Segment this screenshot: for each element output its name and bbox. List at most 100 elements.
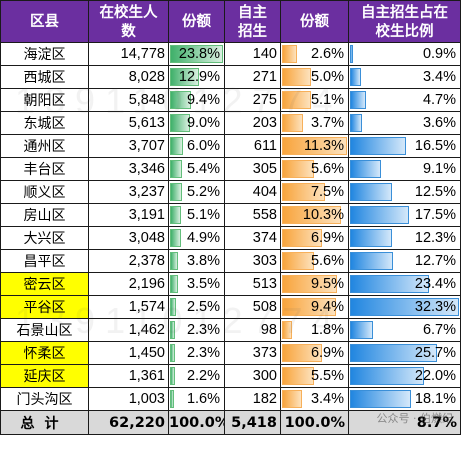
share-cell: 5.4%: [168, 157, 225, 181]
share-cell: 5.1%: [168, 203, 225, 227]
district-cell: 东城区: [0, 111, 89, 135]
self-share-cell: 3.7%: [280, 111, 349, 135]
ratio-cell: 25.7%: [348, 341, 461, 365]
ratio-cell-value: 3.4%: [422, 69, 456, 85]
students-cell: 3,237: [88, 180, 169, 204]
ratio-cell: 32.3%: [348, 295, 461, 319]
self-share-cell-bar: [282, 229, 322, 247]
share-cell: 6.0%: [168, 134, 225, 158]
students-cell: 3,707: [88, 134, 169, 158]
share-cell-bar: [170, 252, 179, 270]
self-share-cell-bar: [282, 114, 304, 132]
students-cell: 2,196: [88, 272, 169, 296]
self-enroll-cell: 404: [224, 180, 281, 204]
district-cell: 通州区: [0, 134, 89, 158]
self-share-cell-value: 5.6%: [310, 253, 344, 269]
self-share-cell: 7.5%: [280, 180, 349, 204]
self-share-cell-value: 9.4%: [310, 299, 344, 315]
table-row: 大兴区 3,048 4.9% 374 6.9% 12.3%: [0, 226, 461, 250]
share-cell-bar: [170, 114, 191, 132]
self-share-cell-value: 5.0%: [310, 69, 344, 85]
students-cell: 2,378: [88, 249, 169, 273]
ratio-cell-value: 32.3%: [414, 299, 456, 315]
share-cell: 12.9%: [168, 65, 225, 89]
district-cell: 石景山区: [0, 318, 89, 342]
share-cell-bar: [170, 206, 182, 224]
total-ratio: 8.7%: [348, 410, 461, 435]
self-share-cell-value: 3.4%: [310, 391, 344, 407]
self-enroll-cell: 140: [224, 42, 281, 66]
ratio-cell: 23.4%: [348, 272, 461, 296]
ratio-cell-value: 12.7%: [414, 253, 456, 269]
ratio-cell: 3.4%: [348, 65, 461, 89]
share-cell-value: 2.2%: [186, 368, 220, 384]
share-cell-value: 3.5%: [186, 276, 220, 292]
table-row: 丰台区 3,346 5.4% 305 5.6% 9.1%: [0, 157, 461, 181]
header-self-share: 份额: [280, 0, 349, 43]
ratio-cell-value: 0.9%: [422, 46, 456, 62]
share-cell-bar: [170, 344, 176, 362]
self-enroll-cell: 271: [224, 65, 281, 89]
self-share-cell: 1.8%: [280, 318, 349, 342]
header-share: 份额: [168, 0, 225, 43]
share-cell-value: 2.3%: [186, 322, 220, 338]
ratio-cell: 9.1%: [348, 157, 461, 181]
share-cell-bar: [170, 298, 176, 316]
self-share-cell-bar: [282, 45, 297, 63]
total-self-share: 100.0%: [280, 410, 349, 435]
self-share-cell-bar: [282, 321, 293, 339]
share-cell-value: 5.2%: [186, 184, 220, 200]
ratio-cell-bar: [350, 321, 373, 339]
total-self-enroll: 5,418: [224, 410, 281, 435]
ratio-cell: 16.5%: [348, 134, 461, 158]
self-enroll-cell: 513: [224, 272, 281, 296]
self-share-cell-value: 5.6%: [310, 161, 344, 177]
ratio-cell-bar: [350, 229, 392, 247]
total-share: 100.0%: [168, 410, 225, 435]
district-cell: 昌平区: [0, 249, 89, 273]
self-share-cell: 5.6%: [280, 249, 349, 273]
ratio-cell-value: 3.6%: [422, 115, 456, 131]
ratio-cell-bar: [350, 183, 393, 201]
share-cell-bar: [170, 91, 191, 109]
self-share-cell: 3.4%: [280, 387, 349, 411]
share-cell-bar: [170, 45, 223, 63]
students-cell: 3,191: [88, 203, 169, 227]
students-cell: 5,613: [88, 111, 169, 135]
self-enroll-cell: 300: [224, 364, 281, 388]
ratio-cell-value: 23.4%: [414, 276, 456, 292]
self-share-cell-bar: [282, 298, 337, 316]
ratio-cell-value: 25.7%: [414, 345, 456, 361]
share-cell-bar: [170, 390, 174, 408]
students-cell: 1,361: [88, 364, 169, 388]
total-row: 总计 62,220 100.0% 5,418 100.0% 8.7%: [0, 410, 461, 435]
ratio-cell-value: 6.7%: [422, 322, 456, 338]
self-share-cell: 5.6%: [280, 157, 349, 181]
self-enroll-cell: 611: [224, 134, 281, 158]
self-share-cell-bar: [282, 68, 311, 86]
self-share-cell-value: 10.3%: [302, 207, 344, 223]
self-share-cell: 9.4%: [280, 295, 349, 319]
self-enroll-cell: 203: [224, 111, 281, 135]
share-cell-bar: [170, 68, 199, 86]
share-cell-bar: [170, 160, 183, 178]
table-row: 东城区 5,613 9.0% 203 3.7% 3.6%: [0, 111, 461, 135]
table-row: 海淀区 14,778 23.8% 140 2.6% 0.9%: [0, 42, 461, 66]
ratio-cell: 18.1%: [348, 387, 461, 411]
self-enroll-cell: 374: [224, 226, 281, 250]
ratio-cell-bar: [350, 275, 429, 293]
ratio-cell-value: 18.1%: [414, 391, 456, 407]
district-cell: 丰台区: [0, 157, 89, 181]
share-cell: 3.5%: [168, 272, 225, 296]
ratio-cell: 22.0%: [348, 364, 461, 388]
share-cell: 1.6%: [168, 387, 225, 411]
students-cell: 1,003: [88, 387, 169, 411]
ratio-cell: 0.9%: [348, 42, 461, 66]
header-students: 在校生人数: [88, 0, 169, 43]
self-share-cell-bar: [282, 160, 315, 178]
self-enroll-cell: 508: [224, 295, 281, 319]
district-cell: 大兴区: [0, 226, 89, 250]
table-row: 门头沟区 1,003 1.6% 182 3.4% 18.1%: [0, 387, 461, 411]
share-cell: 2.3%: [168, 318, 225, 342]
self-share-cell-bar: [282, 344, 322, 362]
